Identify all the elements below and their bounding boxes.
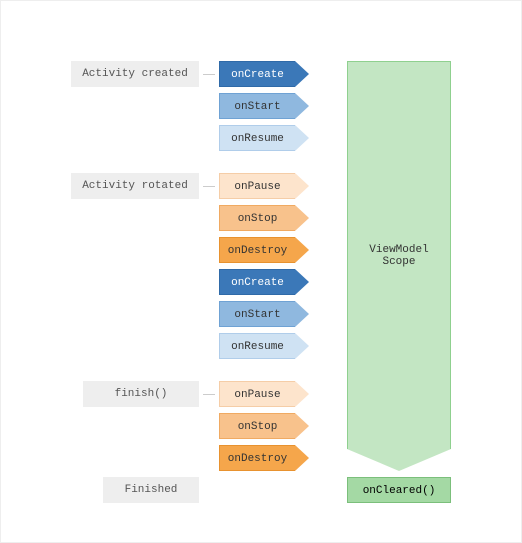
- lifecycle-arrow-tip: [295, 205, 309, 231]
- state-label: finish(): [83, 381, 199, 407]
- lifecycle-arrow: onResume: [219, 125, 309, 151]
- lifecycle-arrow-label: onStart: [219, 93, 295, 119]
- lifecycle-arrow-label: onCreate: [219, 61, 295, 87]
- connector-line: [203, 74, 215, 75]
- lifecycle-arrow: onDestroy: [219, 445, 309, 471]
- lifecycle-arrow-label: onDestroy: [219, 445, 295, 471]
- lifecycle-arrow-tip: [295, 237, 309, 263]
- lifecycle-arrow-label: onStop: [219, 205, 295, 231]
- state-label: Activity created: [71, 61, 199, 87]
- lifecycle-arrow-tip: [295, 61, 309, 87]
- lifecycle-diagram: Activity created onCreate onStart onResume A…: [0, 0, 522, 543]
- lifecycle-arrow-label: onStart: [219, 301, 295, 327]
- lifecycle-arrow-tip: [295, 445, 309, 471]
- lifecycle-arrow: onStart: [219, 301, 309, 327]
- lifecycle-arrow-tip: [295, 381, 309, 407]
- state-label: Finished: [103, 477, 199, 503]
- lifecycle-arrow: onCreate: [219, 269, 309, 295]
- lifecycle-arrow-label: onResume: [219, 333, 295, 359]
- lifecycle-arrow-tip: [295, 125, 309, 151]
- lifecycle-arrow-tip: [295, 93, 309, 119]
- lifecycle-arrow: onStop: [219, 205, 309, 231]
- lifecycle-arrow: onCreate: [219, 61, 309, 87]
- lifecycle-arrow: onResume: [219, 333, 309, 359]
- connector-line: [203, 394, 215, 395]
- lifecycle-arrow-tip: [295, 301, 309, 327]
- lifecycle-arrow: onPause: [219, 381, 309, 407]
- lifecycle-arrow: onStop: [219, 413, 309, 439]
- lifecycle-arrow: onDestroy: [219, 237, 309, 263]
- lifecycle-arrow-label: onPause: [219, 173, 295, 199]
- lifecycle-arrow: onStart: [219, 93, 309, 119]
- lifecycle-arrow-label: onPause: [219, 381, 295, 407]
- oncleared-box: onCleared(): [347, 477, 451, 503]
- viewmodel-scope-tip: [347, 449, 451, 471]
- lifecycle-arrow-label: onDestroy: [219, 237, 295, 263]
- lifecycle-arrow-label: onResume: [219, 125, 295, 151]
- lifecycle-arrow: onPause: [219, 173, 309, 199]
- connector-line: [203, 186, 215, 187]
- lifecycle-arrow-tip: [295, 269, 309, 295]
- lifecycle-arrow-tip: [295, 333, 309, 359]
- lifecycle-arrow-label: onStop: [219, 413, 295, 439]
- lifecycle-arrow-tip: [295, 413, 309, 439]
- viewmodel-scope-bar: ViewModel Scope: [347, 61, 451, 449]
- state-label: Activity rotated: [71, 173, 199, 199]
- lifecycle-arrow-label: onCreate: [219, 269, 295, 295]
- lifecycle-arrow-tip: [295, 173, 309, 199]
